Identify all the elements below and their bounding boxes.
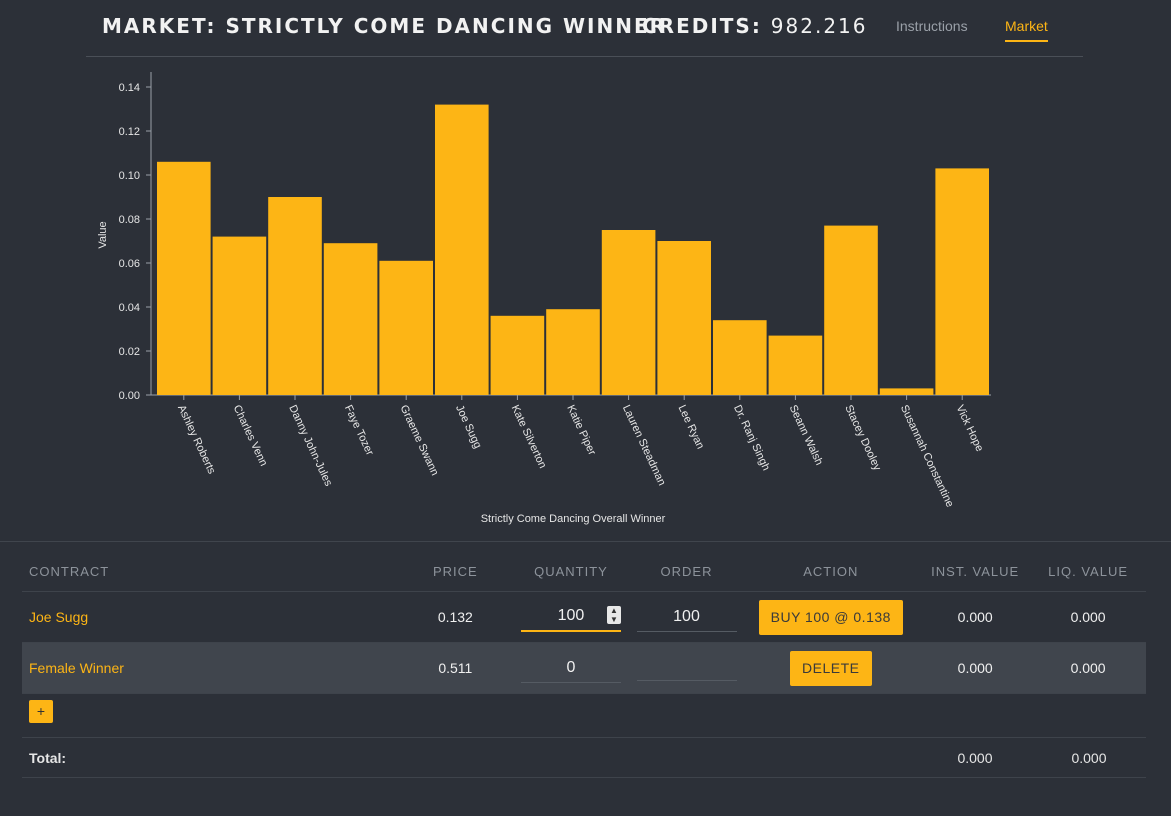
y-tick-label: 0.02 (119, 346, 140, 358)
x-tick-label: Danny John-Jules (286, 403, 334, 488)
bar (935, 168, 989, 395)
inst-value-cell: 0.000 (920, 591, 1031, 643)
bar (157, 161, 211, 395)
credits-value: 982.216 (770, 14, 868, 38)
buy-button[interactable]: BUY 100 @ 0.138 (758, 599, 903, 635)
header-liq-value: LIQ. VALUE (1030, 552, 1146, 592)
inst-value-cell: 0.000 (920, 642, 1031, 694)
bar-chart: 0.00 0.02 0.04 0.06 0.08 0.10 0.12 0.14 Ashley … (97, 72, 991, 525)
table-header-row: CONTRACT PRICE QUANTITY ORDER ACTION INS… (22, 552, 1146, 592)
y-axis-label: Value (97, 221, 109, 248)
bar (379, 260, 433, 395)
liq-value-cell: 0.000 (1030, 591, 1146, 643)
x-tick-label: Lauren Steadman (620, 403, 668, 487)
contract-link[interactable]: Female Winner (29, 660, 124, 676)
quantity-stepper[interactable]: 100 ▲ ▼ (520, 602, 621, 632)
section-divider (0, 541, 1171, 542)
x-tick-label: Susannah Constantine (898, 403, 956, 509)
page-title: MARKET: STRICTLY COME DANCING WINNER (102, 14, 668, 38)
header-inst-value: INST. VALUE (920, 552, 1031, 592)
header-order: ORDER (631, 552, 742, 592)
header-price: PRICE (400, 552, 511, 592)
x-tick-label: Stacey Dooley (842, 403, 883, 473)
credits-display: CREDITS: 982.216 (642, 14, 868, 38)
bar (435, 104, 489, 395)
x-tick-label: Katie Piper (564, 403, 598, 457)
bar (268, 197, 322, 395)
y-tick-label: 0.14 (119, 82, 140, 94)
x-tick-label: Faye Tozer (342, 403, 376, 458)
x-tick-label: Vick Hope (953, 403, 985, 453)
x-tick-label: Kate Silverton (509, 403, 549, 470)
header-contract: CONTRACT (22, 552, 401, 592)
header-action: ACTION (741, 552, 921, 592)
y-tick-label: 0.08 (119, 214, 140, 226)
chart-bars (157, 104, 989, 395)
bar (323, 243, 378, 395)
price-cell: 0.132 (400, 591, 511, 643)
nav-instructions[interactable]: Instructions (896, 18, 968, 34)
nav-market[interactable]: Market (1005, 18, 1048, 42)
bar (212, 236, 267, 395)
bar (490, 315, 545, 395)
total-inst-value: 0.000 (957, 750, 993, 766)
header-quantity: QUANTITY (510, 552, 632, 592)
table-row: Joe Sugg 0.132 100 ▲ ▼ 100 BUY 100 @ 0.13… (22, 591, 1146, 643)
contracts-table: CONTRACT PRICE QUANTITY ORDER ACTION INS… (22, 552, 1146, 694)
x-tick-label: Seann Walsh (787, 403, 825, 467)
add-contract-button[interactable]: + (29, 700, 53, 723)
order-field[interactable] (636, 652, 737, 681)
x-tick-label: Joe Sugg (453, 403, 484, 450)
y-tick-label: 0.06 (119, 258, 140, 270)
x-tick-label: Lee Ryan (675, 403, 706, 451)
x-tick-labels: Ashley Roberts Charles Venn Danny John-Jul… (175, 395, 985, 509)
x-tick-label: Dr. Ranj Singh (731, 403, 772, 472)
x-tick-label: Ashley Roberts (175, 403, 218, 476)
bar (768, 335, 823, 395)
total-row: Total: 0.000 0.000 (22, 737, 1146, 778)
bar (546, 309, 600, 395)
bar (713, 320, 767, 395)
price-cell: 0.511 (400, 642, 511, 694)
x-axis-label: Strictly Come Dancing Overall Winner (481, 513, 666, 525)
y-tick-label: 0.04 (119, 302, 140, 314)
credits-label: CREDITS: (642, 14, 762, 38)
order-field[interactable]: 100 (636, 603, 737, 632)
spinner-icon[interactable]: ▲ ▼ (606, 606, 621, 624)
bar (601, 230, 656, 395)
y-tick-label: 0.10 (119, 170, 140, 182)
y-tick-label: 0.12 (119, 126, 140, 138)
x-tick-label: Graeme Swann (397, 403, 440, 477)
y-tick-label: 0.00 (119, 390, 140, 402)
header: MARKET: STRICTLY COME DANCING WINNER CRE… (86, 0, 1083, 57)
contract-link[interactable]: Joe Sugg (29, 609, 89, 625)
table-row: Female Winner 0.511 0 DELETE 0.000 0.000 (22, 642, 1146, 694)
total-label: Total: (29, 750, 67, 766)
bar (824, 225, 878, 395)
total-liq-value: 0.000 (1071, 750, 1107, 766)
quantity-value: 100 (557, 607, 585, 624)
liq-value-cell: 0.000 (1030, 642, 1146, 694)
quantity-field[interactable]: 0 (520, 654, 621, 683)
bar (879, 388, 934, 395)
bar (657, 241, 711, 395)
x-tick-label: Charles Venn (231, 403, 270, 468)
delete-button[interactable]: DELETE (790, 650, 872, 686)
